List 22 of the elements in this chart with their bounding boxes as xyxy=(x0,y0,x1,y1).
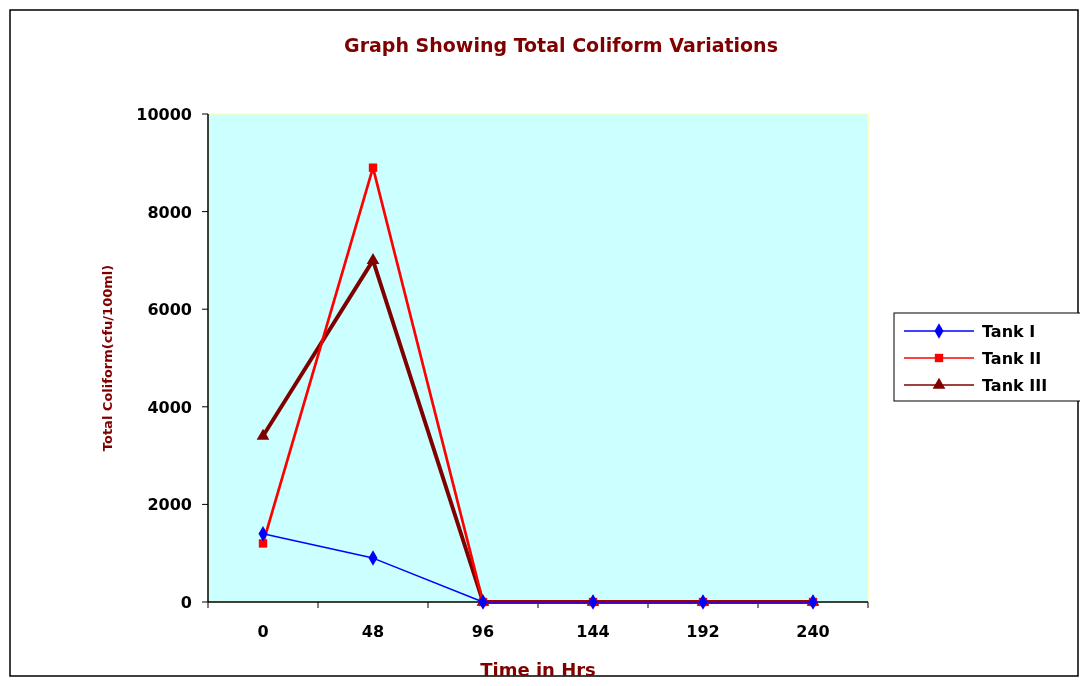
legend-label: Tank III xyxy=(982,376,1048,395)
y-tick-label: 0 xyxy=(180,593,192,612)
x-tick-label: 48 xyxy=(361,622,385,641)
y-tick-label: 6000 xyxy=(147,300,192,320)
x-axis-title: Time in Hrs xyxy=(480,659,596,680)
y-tick-label: 4000 xyxy=(147,397,192,417)
x-tick-label: 0 xyxy=(257,622,269,641)
x-tick-label: 96 xyxy=(471,622,495,641)
x-tick-label: 240 xyxy=(796,622,830,641)
y-tick-label: 2000 xyxy=(147,495,192,515)
y-axis-title: Total Coliform(cfu/100ml) xyxy=(100,264,115,452)
x-tick-label: 144 xyxy=(576,622,610,641)
legend-label: Tank II xyxy=(982,349,1042,368)
point xyxy=(258,539,268,548)
legend-label: Tank I xyxy=(982,322,1036,341)
chart-title: Graph Showing Total Coliform Variations xyxy=(344,34,778,56)
x-tick-label: 192 xyxy=(686,622,720,641)
point xyxy=(368,163,378,172)
y-tick-label: 8000 xyxy=(147,202,192,222)
point xyxy=(366,253,380,265)
point xyxy=(256,428,270,440)
y-tick-label: 10000 xyxy=(136,105,192,124)
